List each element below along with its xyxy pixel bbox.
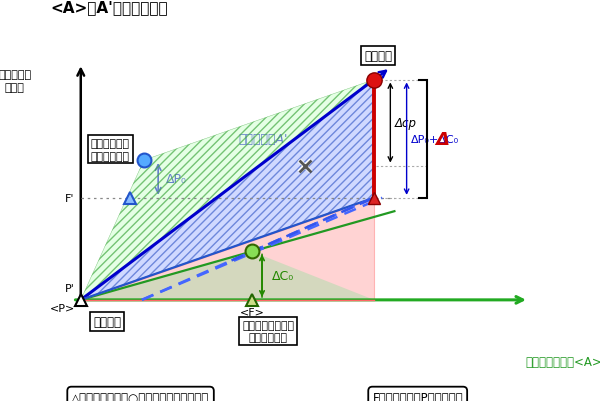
Text: ΔP₀: ΔP₀: [166, 173, 187, 186]
Text: F：将来気候　P：現在気候: F：将来気候 P：現在気候: [373, 391, 463, 401]
Text: Δcp: Δcp: [394, 117, 416, 130]
Polygon shape: [81, 252, 374, 300]
Text: △：入力データ　○：ダウンスケール結果: △：入力データ ○：ダウンスケール結果: [71, 391, 209, 401]
Point: [79, 23, 86, 28]
Text: 平均的な状態のみ
変化した気候: 平均的な状態のみ 変化した気候: [242, 320, 294, 342]
Text: 地域気候の
変化量: 地域気候の 変化量: [0, 70, 31, 93]
Point: [313, 23, 320, 28]
Polygon shape: [81, 198, 374, 300]
Polygon shape: [81, 80, 374, 300]
Text: 気象撞乱のみ
変化した気候: 気象撞乱のみ 変化した気候: [91, 139, 130, 161]
Text: 平均場の変化：<A>: 平均場の変化：<A>: [526, 355, 600, 368]
Text: P': P': [65, 284, 74, 294]
Text: ΔC₀: ΔC₀: [272, 269, 295, 282]
Text: <P>: <P>: [49, 303, 74, 313]
Text: 将来気候: 将来気候: [364, 50, 392, 63]
Text: <F>: <F>: [239, 307, 264, 317]
Text: <A>とA'の変化の寄与: <A>とA'の変化の寄与: [51, 0, 169, 16]
Text: 現在気候: 現在気候: [93, 315, 121, 328]
Text: F': F': [65, 193, 74, 203]
Text: 撞乱変化：A': 撞乱変化：A': [238, 133, 287, 146]
Text: ΔP₀+ΔC₀: ΔP₀+ΔC₀: [410, 134, 459, 144]
Text: Δ: Δ: [435, 130, 449, 148]
Polygon shape: [81, 80, 374, 300]
